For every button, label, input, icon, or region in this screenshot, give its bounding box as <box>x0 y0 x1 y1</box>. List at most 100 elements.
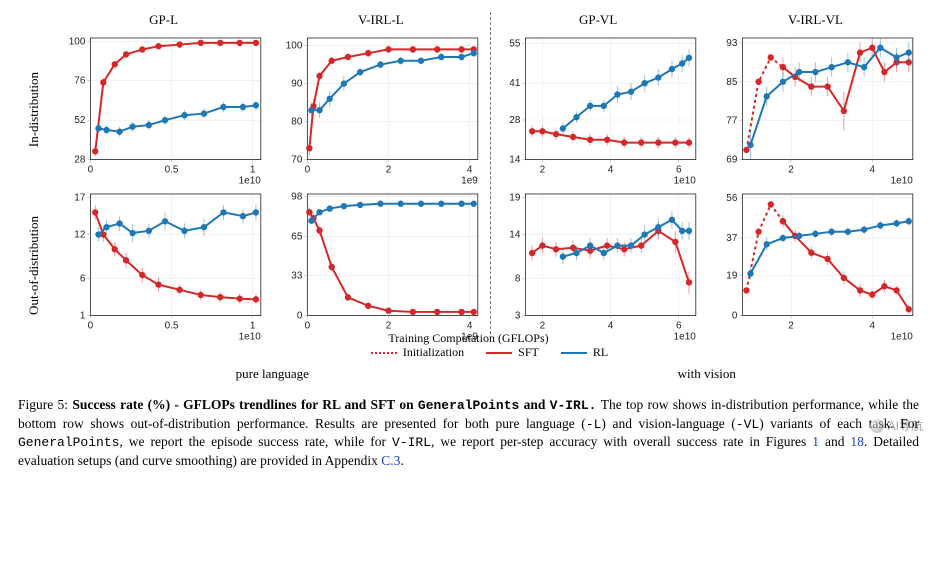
svg-text:2: 2 <box>788 165 794 176</box>
bottom-label-with-vision: with vision <box>495 364 920 382</box>
caption-mono-VIRL2: V-IRL <box>392 435 431 450</box>
svg-text:77: 77 <box>726 116 738 127</box>
svg-text:0.5: 0.5 <box>165 165 179 176</box>
svg-text:17: 17 <box>74 192 86 203</box>
svg-text:1e10: 1e10 <box>239 331 262 342</box>
col-title-gp-l: GP-L <box>60 12 267 30</box>
caption-link-c3[interactable]: C.3 <box>381 453 400 468</box>
svg-text:28: 28 <box>509 115 521 126</box>
svg-text:1e10: 1e10 <box>673 331 696 342</box>
svg-text:0: 0 <box>305 165 311 176</box>
rl-swatch <box>561 352 587 354</box>
figure-caption: Figure 5: Success rate (%) - GFLOPs tren… <box>18 396 919 470</box>
svg-text:0: 0 <box>88 165 94 176</box>
svg-text:1: 1 <box>250 165 256 176</box>
svg-text:19: 19 <box>726 270 738 281</box>
svg-text:2: 2 <box>386 165 392 176</box>
column-divider <box>490 12 491 334</box>
svg-text:14: 14 <box>509 229 521 240</box>
sft-swatch <box>486 352 512 354</box>
svg-text:4: 4 <box>869 165 875 176</box>
svg-text:0.5: 0.5 <box>165 320 179 331</box>
col-title-virl-l: V-IRL-L <box>277 12 484 30</box>
svg-text:1e9: 1e9 <box>461 176 478 187</box>
svg-text:6: 6 <box>675 165 681 176</box>
svg-text:6: 6 <box>675 320 681 331</box>
panel-virl-vl-out: 0193756241e10 <box>712 190 919 342</box>
caption-mono-virl: V-IRL. <box>550 398 597 413</box>
legend-and-xaxis: Training Computation (GFLOPs) Initializa… <box>60 345 919 360</box>
bottom-label-pure-language: pure language <box>60 364 485 382</box>
panel-gp-l-out: 16121700.511e10 <box>60 190 267 342</box>
caption-link-18[interactable]: 18 <box>850 434 864 449</box>
svg-text:1e10: 1e10 <box>239 176 262 187</box>
svg-text:4: 4 <box>607 320 613 331</box>
panel-gp-vl-out: 3814192461e10 <box>495 190 702 342</box>
svg-text:85: 85 <box>726 77 738 88</box>
panel-gp-l-in: 28 52 76 100 0 0.5 11e10 <box>60 34 267 186</box>
legend-label-rl: RL <box>593 345 608 360</box>
caption-title: Success rate (%) - GFLOPs trendlines for… <box>72 397 418 412</box>
caption-mono-VL: -VL <box>736 417 759 432</box>
watermark-text: AI导航 <box>888 417 923 434</box>
panel-virl-vl-in: 69 77 85 93 2 4 1e10 <box>712 34 919 186</box>
svg-text:2: 2 <box>386 320 392 331</box>
col-title-virl-vl: V-IRL-VL <box>712 12 919 30</box>
svg-text:65: 65 <box>292 231 304 242</box>
svg-text:3: 3 <box>514 310 520 321</box>
svg-text:37: 37 <box>726 233 738 244</box>
svg-text:14: 14 <box>509 155 521 166</box>
svg-text:0: 0 <box>88 320 94 331</box>
svg-text:4: 4 <box>467 320 473 331</box>
watermark-icon <box>870 419 884 433</box>
caption-fignum: Figure 5: <box>18 397 68 412</box>
panel-virl-l-out: 03365980241e9 <box>277 190 484 342</box>
watermark: AI导航 <box>870 417 923 434</box>
svg-text:76: 76 <box>74 76 86 87</box>
svg-text:2: 2 <box>539 165 545 176</box>
caption-body-6: and <box>819 434 850 449</box>
svg-text:4: 4 <box>607 165 613 176</box>
legend-sft: SFT <box>486 345 539 360</box>
svg-text:4: 4 <box>869 320 875 331</box>
chart-grid: GP-L V-IRL-L GP-VL V-IRL-VL In-distribut… <box>18 12 919 382</box>
svg-text:90: 90 <box>292 79 304 90</box>
svg-text:41: 41 <box>509 78 521 89</box>
svg-text:100: 100 <box>69 36 86 47</box>
svg-text:55: 55 <box>509 39 521 50</box>
svg-text:69: 69 <box>726 155 738 166</box>
svg-text:19: 19 <box>509 192 521 203</box>
caption-link-1[interactable]: 1 <box>812 434 819 449</box>
svg-text:56: 56 <box>726 193 738 204</box>
svg-text:2: 2 <box>788 320 794 331</box>
svg-text:93: 93 <box>726 38 738 49</box>
svg-text:8: 8 <box>514 273 520 284</box>
caption-body-8: . <box>400 453 403 468</box>
xaxis-title: Training Computation (GFLOPs) <box>388 331 548 346</box>
svg-text:28: 28 <box>74 155 86 166</box>
figure-5: GP-L V-IRL-L GP-VL V-IRL-VL In-distribut… <box>18 12 919 470</box>
svg-text:1e10: 1e10 <box>673 176 696 187</box>
caption-mono-L: -L <box>586 417 602 432</box>
svg-text:33: 33 <box>292 270 304 281</box>
svg-text:0: 0 <box>305 320 311 331</box>
caption-mono-gp: GeneralPoints <box>418 398 519 413</box>
svg-text:1: 1 <box>250 320 256 331</box>
panel-virl-l-in: 7080901000241e9 <box>277 34 484 186</box>
svg-text:80: 80 <box>292 117 304 128</box>
svg-text:1: 1 <box>80 310 86 321</box>
caption-body-2: ) and vision-language ( <box>601 416 735 431</box>
svg-text:1e10: 1e10 <box>890 331 913 342</box>
svg-text:1e10: 1e10 <box>890 176 913 187</box>
svg-text:6: 6 <box>80 273 86 284</box>
svg-text:70: 70 <box>292 155 304 166</box>
caption-mono-GP2: GeneralPoints <box>18 435 119 450</box>
legend-label-sft: SFT <box>518 345 539 360</box>
svg-text:4: 4 <box>467 165 473 176</box>
legend-initialization: Initialization <box>371 345 464 360</box>
row-label-out: Out-of-distribution <box>26 216 42 315</box>
svg-text:0: 0 <box>297 310 303 321</box>
svg-text:2: 2 <box>539 320 545 331</box>
svg-text:52: 52 <box>74 115 86 126</box>
svg-text:12: 12 <box>74 229 86 240</box>
